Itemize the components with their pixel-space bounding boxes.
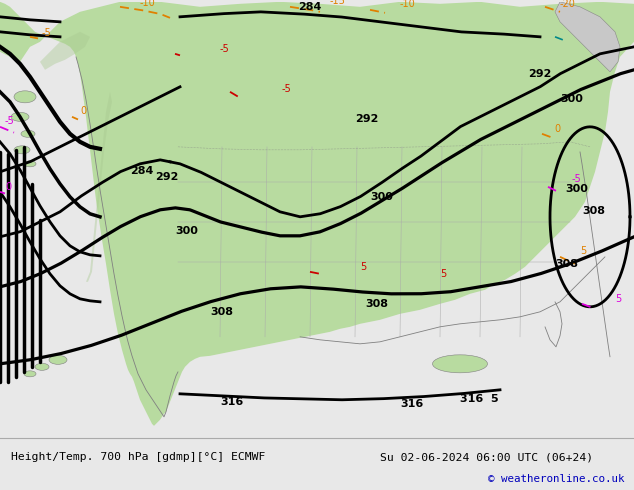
Text: 0: 0 <box>80 106 86 116</box>
Text: Height/Temp. 700 hPa [gdmp][°C] ECMWF: Height/Temp. 700 hPa [gdmp][°C] ECMWF <box>11 452 266 463</box>
Ellipse shape <box>24 161 36 167</box>
Text: © weatheronline.co.uk: © weatheronline.co.uk <box>488 474 624 484</box>
Text: 308: 308 <box>555 259 578 269</box>
Text: 292: 292 <box>355 114 378 124</box>
Ellipse shape <box>35 363 49 370</box>
Text: -5: -5 <box>5 116 15 126</box>
Text: 308: 308 <box>210 307 233 317</box>
Text: -10: -10 <box>400 0 416 9</box>
Text: 284: 284 <box>299 2 321 12</box>
Text: 308: 308 <box>365 299 388 309</box>
Text: -5: -5 <box>42 28 52 38</box>
Text: 0: 0 <box>5 182 11 192</box>
Text: 5: 5 <box>580 246 586 256</box>
Polygon shape <box>40 32 90 70</box>
Ellipse shape <box>11 112 29 122</box>
Ellipse shape <box>24 371 36 377</box>
Text: Su 02-06-2024 06:00 UTC (06+24): Su 02-06-2024 06:00 UTC (06+24) <box>380 452 593 463</box>
Text: 316: 316 <box>220 397 243 407</box>
Ellipse shape <box>49 355 67 365</box>
Text: -5: -5 <box>282 84 292 94</box>
Text: -10: -10 <box>140 0 156 8</box>
Text: 292: 292 <box>528 69 552 79</box>
Text: 300: 300 <box>175 226 198 236</box>
Text: 300: 300 <box>565 184 588 194</box>
Text: 284: 284 <box>130 166 153 176</box>
Text: 316: 316 <box>400 399 424 409</box>
Polygon shape <box>86 92 112 282</box>
Text: 0: 0 <box>554 124 560 134</box>
Ellipse shape <box>14 91 36 103</box>
Ellipse shape <box>21 130 35 137</box>
Text: 300: 300 <box>560 94 583 104</box>
Text: 5: 5 <box>360 262 366 272</box>
Text: -15: -15 <box>330 0 346 6</box>
Ellipse shape <box>432 355 488 373</box>
Polygon shape <box>555 2 620 72</box>
Ellipse shape <box>14 146 30 154</box>
Polygon shape <box>0 2 634 426</box>
Text: 292: 292 <box>155 172 178 182</box>
Text: 316  5: 316 5 <box>460 394 498 404</box>
Text: 5: 5 <box>615 294 621 304</box>
Text: 5: 5 <box>440 269 446 279</box>
Text: 300: 300 <box>370 192 393 202</box>
Text: -20: -20 <box>560 0 576 9</box>
Text: -5: -5 <box>220 44 230 54</box>
Text: 308: 308 <box>582 206 605 216</box>
Text: -5: -5 <box>572 174 582 184</box>
